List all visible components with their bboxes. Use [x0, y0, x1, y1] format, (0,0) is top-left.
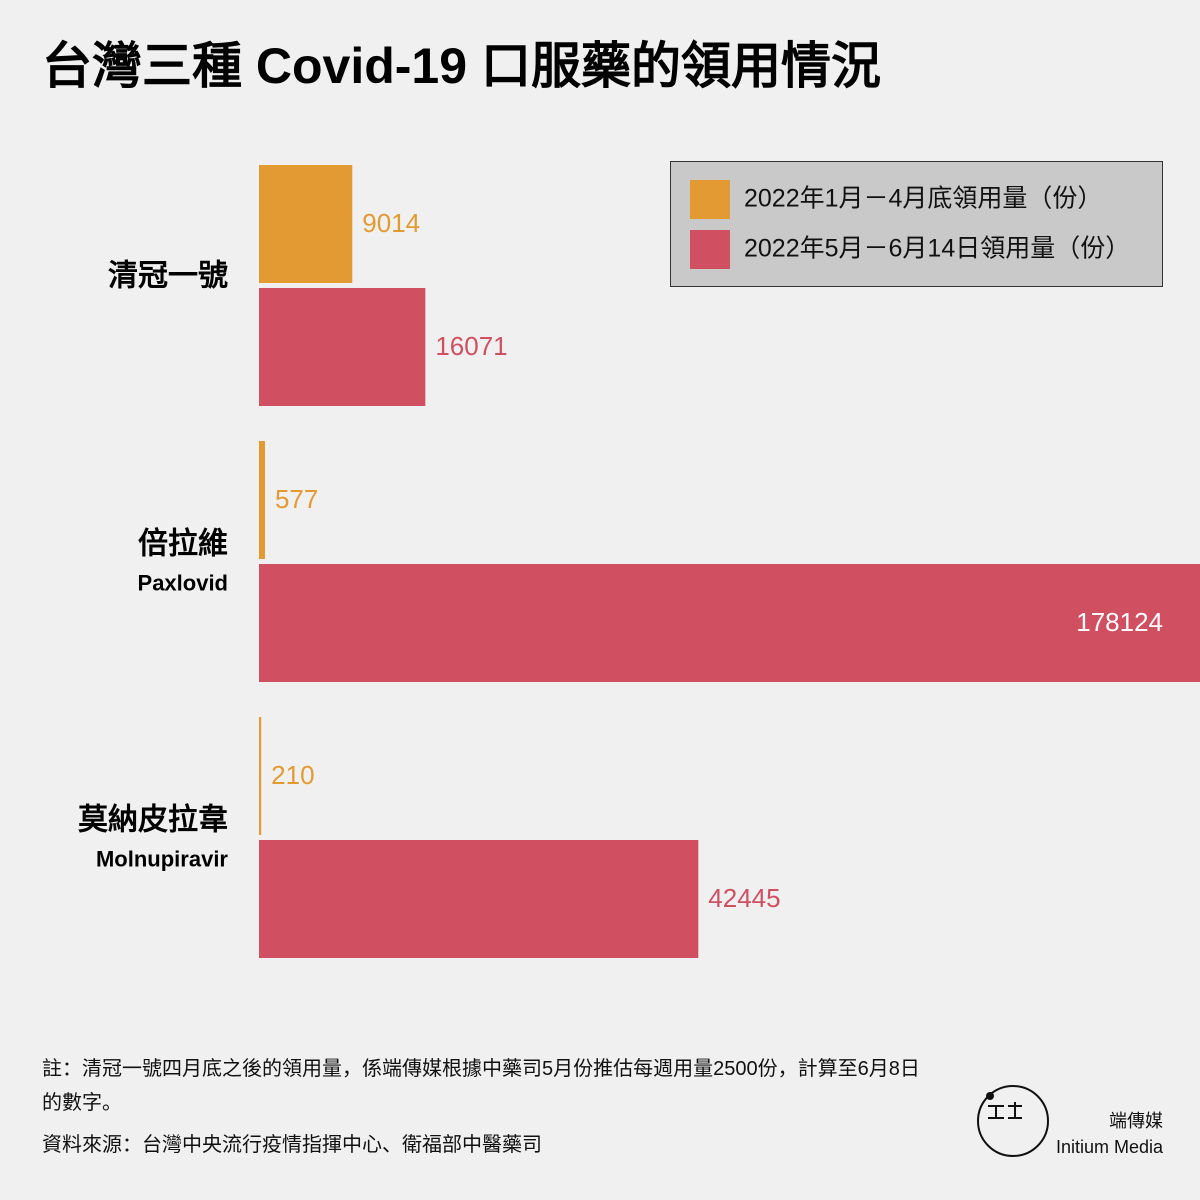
value-label: 577 [275, 484, 318, 514]
chart-title: 台灣三種 Covid-19 口服藥的領用情況 [42, 38, 881, 94]
category-sublabel: Paxlovid [138, 570, 228, 595]
category-label: 清冠一號 [108, 259, 228, 292]
brand-name-en: Initium Media [1056, 1137, 1164, 1157]
bar [259, 564, 1200, 682]
note: 註：清冠一號四月底之後的領用量，係端傳媒根據中藥司5月份推估每週用量2500份，… [42, 1058, 920, 1114]
legend-box [670, 161, 1163, 287]
legend-swatch [690, 180, 730, 219]
logo-glyph [988, 1102, 1022, 1119]
source: 資料來源：台灣中央流行疫情指揮中心、衛福部中醫藥司 [42, 1134, 542, 1156]
logo-circle [977, 1085, 1049, 1157]
value-label: 9014 [362, 208, 420, 238]
bar [259, 165, 353, 283]
value-label: 210 [271, 760, 314, 790]
category-label: 倍拉維 [138, 526, 228, 560]
value-label: 178124 [1076, 607, 1163, 637]
logo-dot [986, 1092, 994, 1100]
legend-label: 2022年1月－4月底領用量（份） [744, 185, 1102, 213]
legend-label: 2022年5月－6月14日領用量（份） [744, 235, 1130, 263]
brand-name: 端傳媒 [1109, 1111, 1163, 1131]
category-sublabel: Molnupiravir [96, 846, 228, 871]
bar [259, 288, 426, 406]
value-label: 42445 [708, 883, 780, 913]
value-label: 16071 [435, 331, 507, 361]
bar [259, 717, 262, 835]
bar [259, 441, 265, 559]
category-label: 莫納皮拉韋 [78, 802, 228, 836]
bar [259, 840, 699, 958]
legend-swatch [690, 230, 730, 269]
